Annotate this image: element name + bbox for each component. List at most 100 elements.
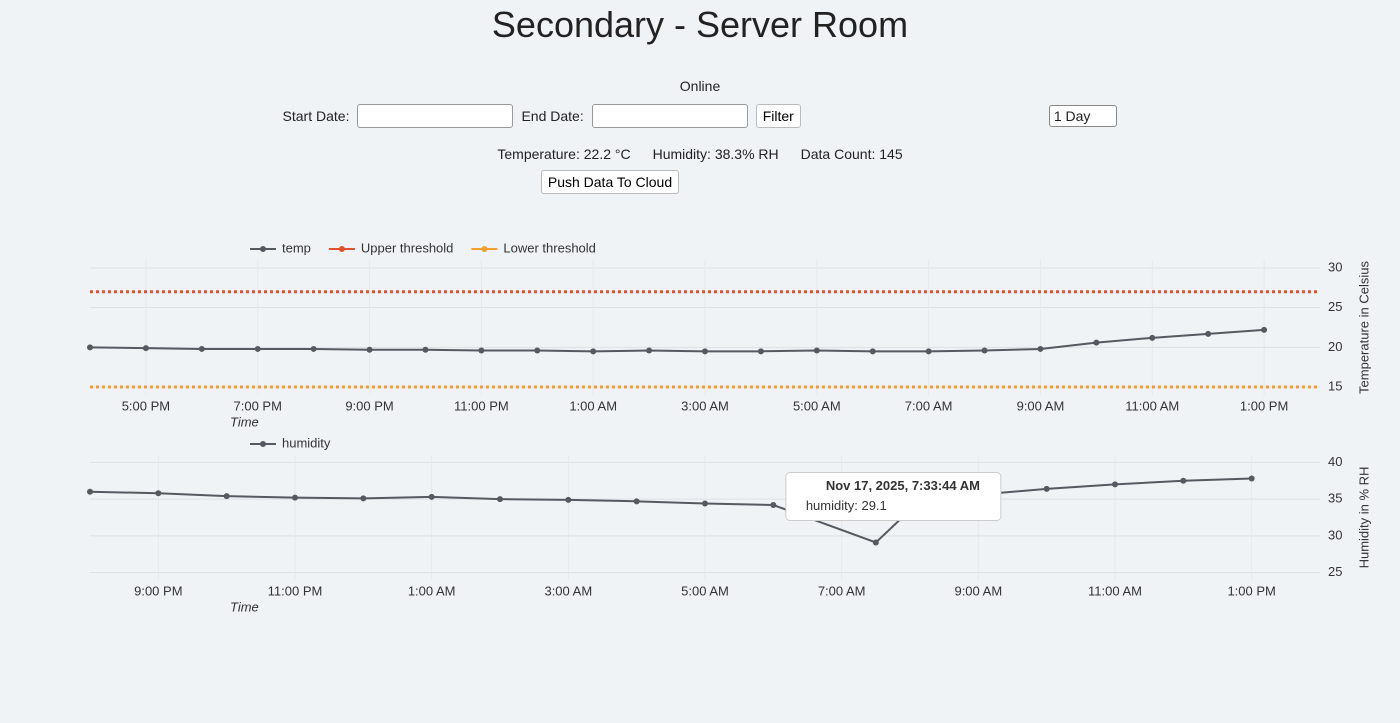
data-point: [1180, 477, 1187, 484]
x-axis-label: Time: [230, 414, 259, 429]
data-point: [478, 347, 485, 354]
data-point: [925, 348, 932, 355]
range-select[interactable]: 1 Day: [1048, 105, 1118, 127]
data-point: [633, 498, 640, 505]
data-point: [1037, 345, 1044, 352]
data-point: [497, 496, 503, 503]
data-point: [646, 347, 653, 354]
data-point: [254, 345, 261, 352]
x-tick-label: 5:00 AM: [681, 583, 729, 598]
legend-label: temp: [282, 240, 311, 255]
y-tick-label: 25: [1328, 299, 1342, 314]
data-point: [565, 496, 572, 503]
data-point: [310, 345, 317, 352]
data-point: [702, 500, 708, 507]
x-tick-label: 11:00 PM: [454, 398, 509, 413]
legend-dot: [481, 246, 488, 252]
legend-dot: [260, 441, 266, 447]
x-tick-label: 11:00 AM: [1088, 583, 1142, 598]
end-date[interactable]: [591, 104, 748, 128]
data-point: [142, 345, 149, 352]
y-tick-label: 20: [1328, 339, 1342, 354]
data-point: [366, 346, 373, 353]
x-tick-label: 1:00 AM: [569, 398, 617, 413]
data-point: [360, 495, 367, 502]
page-title: Secondary - Server Room: [491, 4, 909, 45]
humidity: Humidity: 38.3% RH: [652, 146, 779, 162]
data-point: [1248, 475, 1255, 482]
y-tick-label: 40: [1328, 454, 1342, 469]
start-date[interactable]: [357, 104, 514, 128]
data-point: [1093, 339, 1100, 346]
stats: Temperature: 22.2 °C Humidity: 38.3% RH …: [0, 146, 1400, 162]
x-tick-label: 1:00 PM: [1227, 583, 1275, 598]
data-point: [87, 488, 93, 495]
x-tick-label: 1:00 AM: [408, 583, 456, 598]
push-button[interactable]: Push Data To Cloud: [540, 170, 680, 194]
legend-dot: [260, 246, 266, 252]
y-axis-label: Temperature in Celsius: [1356, 261, 1371, 394]
data-point: [155, 490, 162, 497]
data-point: [428, 493, 435, 500]
x-tick-label: 7:00 AM: [905, 398, 953, 413]
data-point: [869, 348, 876, 355]
x-tick-label: 3:00 AM: [681, 398, 729, 413]
x-tick-label: 5:00 PM: [122, 398, 170, 413]
x-tick-label: 7:00 AM: [818, 583, 866, 598]
data-point: [1112, 481, 1118, 488]
filters: Start Date: End Date: Filter 1 Day: [0, 104, 1400, 128]
y-tick-label: 15: [1328, 378, 1342, 393]
series-line: [89, 477, 1252, 544]
data-point: [872, 539, 879, 546]
start-label: Start Date:: [282, 108, 350, 124]
x-tick-label: 9:00 AM: [1017, 398, 1065, 413]
series-line: [89, 328, 1265, 353]
data-point: [770, 502, 777, 508]
y-tick-label: 30: [1328, 527, 1342, 542]
charts: 15 20 25 30 5:00 PM 7:00 PM 9:00 PM 11:00 PM 1:0…: [87, 240, 1371, 614]
data-point: [422, 346, 429, 353]
data-point: [1043, 485, 1050, 492]
status: Online: [679, 78, 721, 94]
data-point: [534, 347, 541, 354]
count: Data Count: 145: [800, 146, 903, 162]
y-tick-label: 25: [1328, 564, 1342, 579]
x-tick-label: 11:00 AM: [1125, 398, 1179, 413]
data-point: [223, 493, 230, 500]
x-tick-label: 11:00 PM: [268, 583, 323, 598]
data-point: [813, 347, 820, 354]
data-point: [292, 494, 298, 501]
end-label: End Date:: [521, 108, 584, 124]
data-point: [1149, 334, 1156, 341]
legend-label: humidity: [282, 435, 331, 450]
data-point: [757, 348, 764, 355]
y-tick-label: 35: [1328, 491, 1342, 506]
y-tick-label: 30: [1328, 259, 1342, 274]
data-point: [702, 348, 708, 355]
x-axis-label: Time: [230, 599, 259, 614]
data-point: [198, 345, 205, 352]
x-tick-label: 9:00 PM: [345, 398, 393, 413]
data-point: [590, 348, 597, 355]
legend-dot: [338, 246, 345, 252]
temperature: Temperature: 22.2 °C: [497, 146, 631, 162]
push-row: Push Data To Cloud: [0, 170, 1400, 194]
y-axis-label: Humidity in % RH: [1356, 467, 1371, 569]
filter-button[interactable]: Filter: [755, 104, 801, 128]
legend-label: Upper threshold: [361, 240, 454, 255]
data-point: [1261, 326, 1268, 333]
legend-label: Lower threshold: [503, 240, 596, 255]
data-point: [1205, 330, 1212, 337]
tooltip-title: Nov 17, 2025, 7:33:44 AM: [826, 478, 980, 493]
x-tick-label: 9:00 AM: [954, 583, 1002, 598]
x-tick-label: 7:00 PM: [234, 398, 282, 413]
x-tick-label: 5:00 AM: [793, 398, 841, 413]
tooltip-body: humidity: 29.1: [806, 498, 887, 513]
x-tick-label: 3:00 AM: [544, 583, 592, 598]
tooltip-box: [785, 472, 1002, 521]
x-tick-label: 1:00 PM: [1240, 398, 1288, 413]
data-point: [87, 344, 93, 351]
x-tick-label: 9:00 PM: [134, 583, 182, 598]
data-point: [981, 347, 988, 354]
